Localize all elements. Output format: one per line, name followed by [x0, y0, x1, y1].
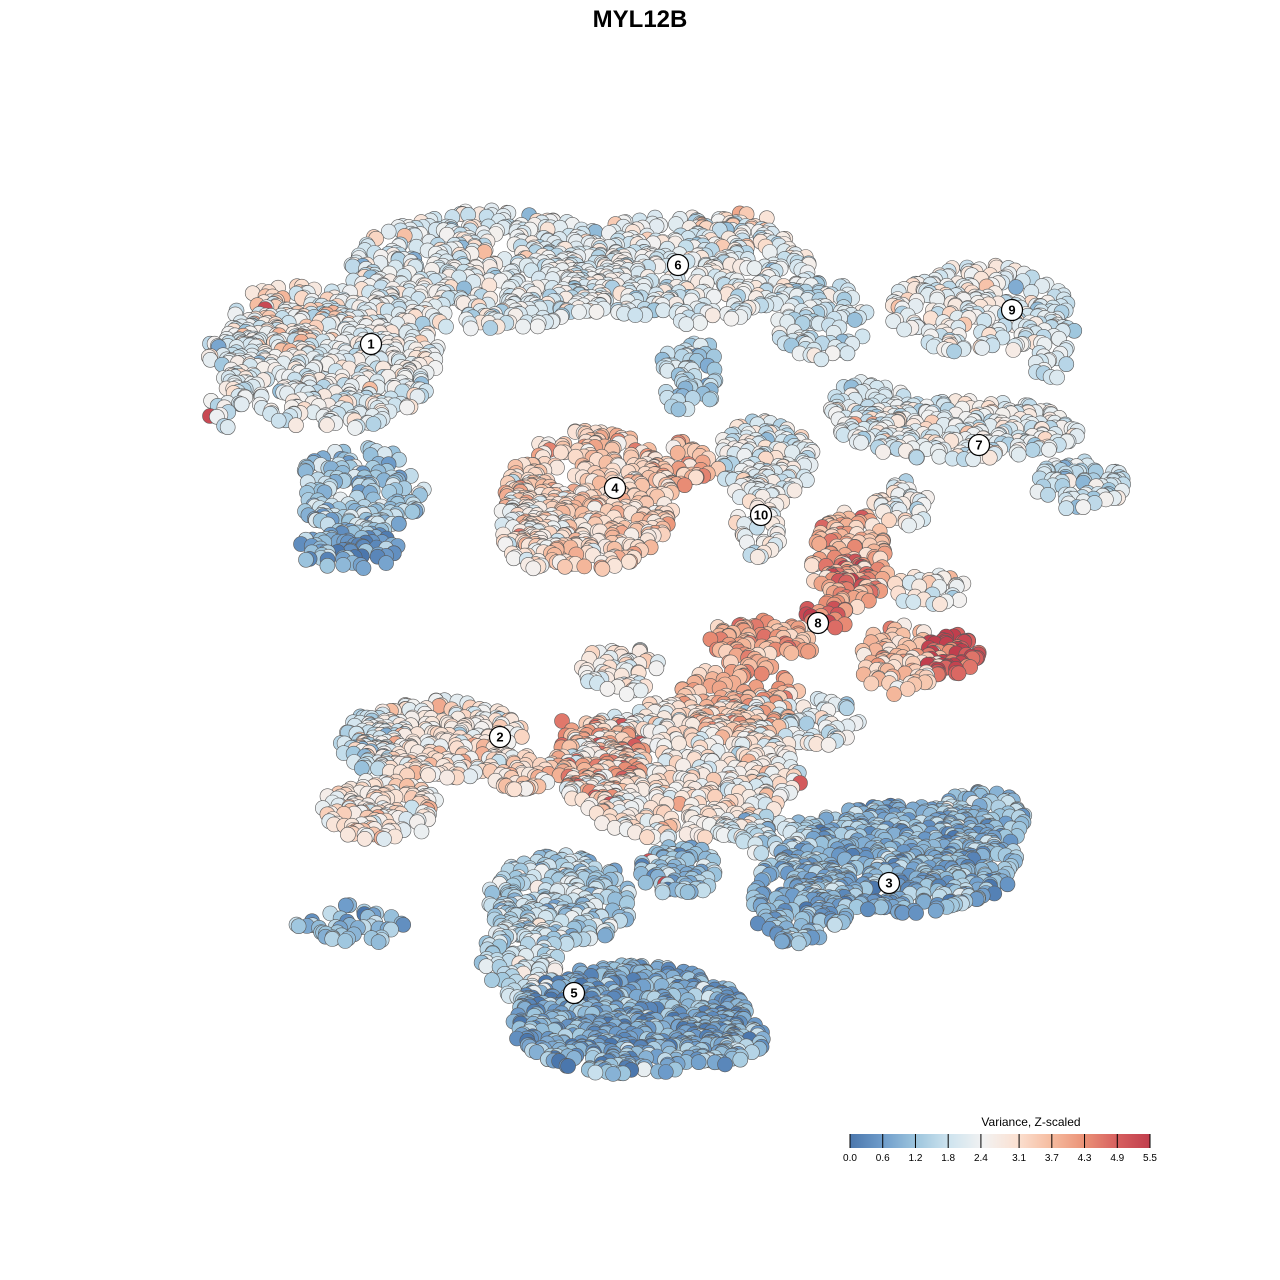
scatter-point: [753, 665, 770, 682]
scatter-point: [875, 444, 891, 460]
scatter-point: [813, 351, 830, 368]
scatter-point: [319, 557, 336, 574]
scatter-point: [951, 592, 968, 608]
scatter-point: [462, 320, 479, 337]
scatter-point: [827, 619, 844, 636]
scatter-point: [886, 686, 902, 702]
scatter-point: [288, 417, 304, 434]
scatter-point: [1041, 441, 1057, 458]
scatter-point: [557, 558, 573, 575]
scatter-point: [676, 477, 693, 494]
scatter-point: [1058, 500, 1074, 517]
scatter-point: [783, 645, 800, 661]
chart-title: MYL12B: [593, 6, 688, 33]
scatter-point: [839, 345, 856, 362]
scatter-point: [655, 302, 672, 319]
scatter-point: [233, 396, 250, 413]
scatter-point: [399, 399, 415, 416]
scatter-point: [529, 318, 546, 335]
scatter-point: [347, 420, 363, 436]
scatter-point: [439, 769, 455, 786]
scatter-point: [365, 416, 382, 432]
scatter-point: [552, 444, 569, 461]
scatter-point: [513, 728, 530, 745]
scatter-point: [420, 767, 437, 784]
scatter-point: [525, 560, 542, 577]
scatter-point: [846, 312, 863, 328]
scatter-point: [1049, 369, 1065, 386]
scatter-point: [648, 660, 665, 677]
scatter-point: [863, 675, 880, 692]
scatter-point: [1040, 486, 1056, 503]
scatter-point: [620, 553, 637, 570]
scatter-point: [1024, 442, 1041, 458]
scatter-point: [723, 310, 740, 327]
scatter-point: [800, 643, 817, 660]
scatter-point: [319, 417, 335, 433]
scatter-point: [901, 517, 917, 534]
scatter-point: [1005, 342, 1022, 358]
scatter-point: [462, 768, 478, 785]
scatter-point: [355, 560, 372, 576]
scatter-point: [390, 515, 407, 532]
scatter-point: [378, 555, 394, 571]
scatter-point: [270, 412, 287, 429]
scatter-point: [219, 419, 236, 436]
scatter-point: [899, 681, 916, 697]
scatter-point: [905, 594, 922, 610]
scatter-point: [853, 434, 869, 451]
scatter-point: [820, 736, 837, 753]
scatter-point: [692, 315, 708, 331]
scatter-point: [950, 665, 967, 682]
scatter-point: [670, 401, 687, 418]
scatter-point: [576, 558, 593, 575]
scatter-point: [571, 304, 587, 320]
scatter-point: [344, 258, 361, 275]
scatter-point: [701, 391, 718, 408]
scatter-point: [931, 448, 948, 465]
scatter-point: [335, 557, 352, 573]
scatter-point: [786, 482, 803, 499]
scatter-point: [618, 686, 635, 702]
scatter-point: [515, 318, 531, 335]
scatter-point: [438, 318, 454, 335]
scatter-point: [804, 557, 820, 574]
scatter-point: [404, 503, 421, 520]
scatter-point: [932, 596, 948, 613]
scatter-point: [599, 680, 616, 697]
scatter-point: [678, 316, 695, 333]
scatter-point: [671, 735, 687, 752]
scatter-point: [746, 260, 763, 277]
scatter-point: [632, 682, 649, 699]
scatter-point: [505, 550, 522, 567]
scatter-points: [201, 202, 1131, 1082]
scatter-point: [298, 551, 314, 568]
scatter-point: [1008, 279, 1024, 295]
scatter-point: [594, 560, 611, 577]
scatter-point: [669, 445, 686, 461]
scatter-point: [908, 449, 925, 466]
scatter-point: [380, 223, 397, 240]
scatter-point: [704, 307, 721, 324]
scatter-point: [482, 320, 499, 336]
scatter-point: [838, 700, 855, 717]
scatter-point: [946, 343, 962, 360]
scatter-point: [1010, 446, 1027, 463]
scatter-point: [1058, 356, 1075, 373]
scatter-point: [1075, 499, 1091, 516]
scatter-point: [896, 321, 913, 338]
scatter-point: [627, 307, 644, 323]
scatter-point: [974, 340, 990, 356]
scatter-point: [588, 303, 605, 320]
scatter-point: [749, 549, 766, 565]
